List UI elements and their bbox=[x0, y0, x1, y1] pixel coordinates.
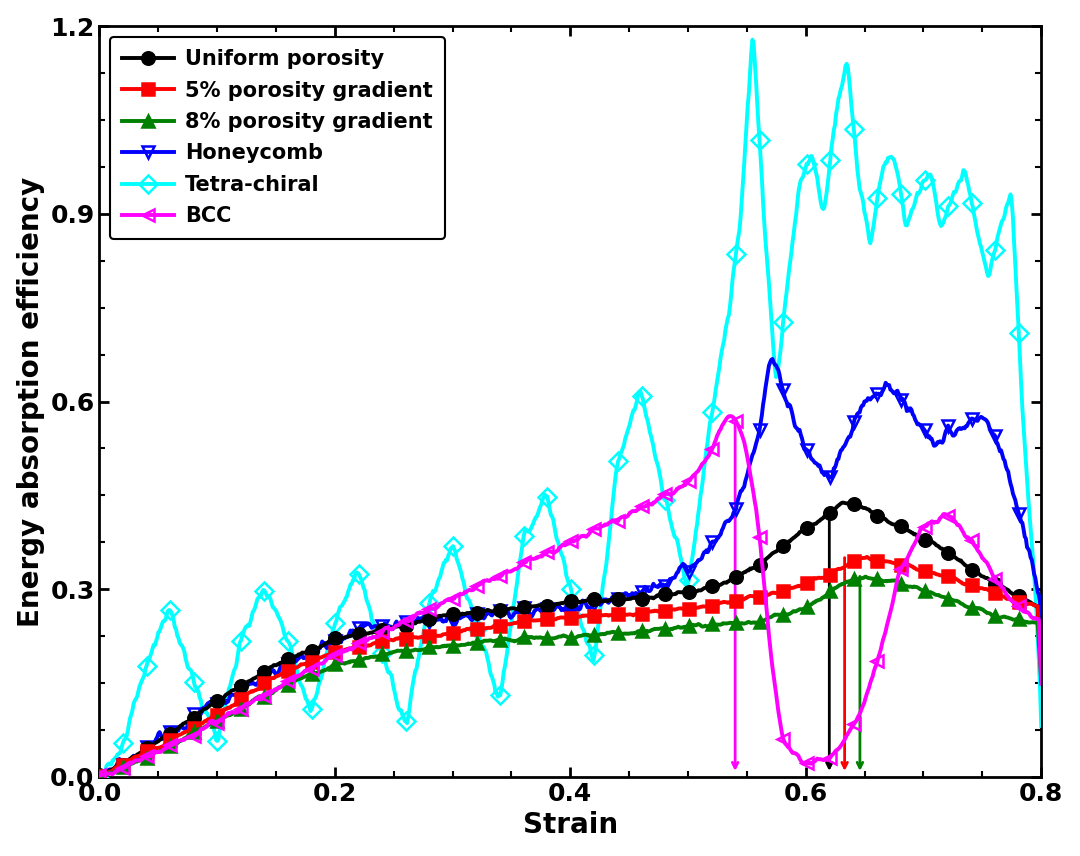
Line: Honeycomb: Honeycomb bbox=[93, 353, 1048, 783]
Uniform porosity bbox=[93, 770, 106, 780]
Tetra-chiral bbox=[906, 204, 919, 214]
Uniform porosity bbox=[807, 519, 820, 529]
Tetra-chiral bbox=[665, 523, 678, 533]
5% porosity gradient bbox=[693, 602, 706, 612]
BCC bbox=[724, 411, 737, 421]
Line: Uniform porosity: Uniform porosity bbox=[93, 496, 1048, 781]
Tetra-chiral bbox=[1035, 721, 1048, 731]
Tetra-chiral bbox=[642, 415, 654, 425]
BCC bbox=[693, 464, 706, 474]
Tetra-chiral bbox=[152, 627, 165, 638]
BCC bbox=[905, 544, 918, 555]
Honeycomb bbox=[905, 405, 918, 415]
Honeycomb bbox=[151, 732, 164, 742]
5% porosity gradient bbox=[664, 605, 677, 615]
Uniform porosity bbox=[837, 497, 850, 508]
Uniform porosity bbox=[905, 527, 918, 538]
Tetra-chiral bbox=[694, 490, 707, 500]
5% porosity gradient bbox=[905, 562, 918, 572]
BCC bbox=[151, 747, 164, 758]
Uniform porosity bbox=[151, 737, 164, 747]
BCC bbox=[809, 756, 822, 766]
5% porosity gradient bbox=[93, 770, 106, 781]
Y-axis label: Energy absorption efficiency: Energy absorption efficiency bbox=[16, 176, 44, 627]
Honeycomb bbox=[766, 354, 779, 364]
5% porosity gradient bbox=[807, 574, 820, 584]
Line: Tetra-chiral: Tetra-chiral bbox=[93, 33, 1048, 785]
Honeycomb bbox=[639, 584, 652, 594]
Uniform porosity bbox=[693, 586, 706, 596]
8% porosity gradient bbox=[859, 572, 872, 582]
Honeycomb bbox=[809, 458, 822, 468]
8% porosity gradient bbox=[94, 772, 107, 782]
8% porosity gradient bbox=[1035, 675, 1048, 686]
Honeycomb bbox=[1035, 642, 1048, 652]
5% porosity gradient bbox=[639, 607, 652, 617]
Tetra-chiral bbox=[746, 34, 759, 45]
Honeycomb bbox=[93, 772, 106, 782]
Honeycomb bbox=[664, 574, 677, 585]
Uniform porosity bbox=[639, 592, 652, 603]
Honeycomb bbox=[693, 555, 706, 565]
BCC bbox=[664, 490, 677, 500]
Line: 8% porosity gradient: 8% porosity gradient bbox=[93, 570, 1048, 783]
8% porosity gradient bbox=[809, 597, 822, 608]
BCC bbox=[93, 770, 106, 781]
BCC bbox=[639, 500, 652, 510]
8% porosity gradient bbox=[694, 621, 707, 631]
8% porosity gradient bbox=[906, 582, 919, 592]
BCC bbox=[1035, 679, 1048, 689]
8% porosity gradient bbox=[665, 624, 678, 634]
5% porosity gradient bbox=[151, 743, 164, 753]
8% porosity gradient bbox=[152, 746, 165, 757]
Uniform porosity bbox=[1035, 667, 1048, 677]
5% porosity gradient bbox=[861, 552, 874, 562]
8% porosity gradient bbox=[642, 627, 654, 637]
Line: BCC: BCC bbox=[93, 410, 1048, 782]
Tetra-chiral bbox=[94, 773, 107, 783]
Tetra-chiral bbox=[810, 169, 823, 179]
Legend: Uniform porosity, 5% porosity gradient, 8% porosity gradient, Honeycomb, Tetra-c: Uniform porosity, 5% porosity gradient, … bbox=[110, 37, 445, 239]
8% porosity gradient bbox=[93, 772, 106, 782]
Uniform porosity bbox=[664, 589, 677, 599]
Line: 5% porosity gradient: 5% porosity gradient bbox=[93, 550, 1048, 782]
X-axis label: Strain: Strain bbox=[523, 811, 618, 840]
Tetra-chiral bbox=[93, 772, 106, 782]
5% porosity gradient bbox=[1035, 666, 1048, 676]
